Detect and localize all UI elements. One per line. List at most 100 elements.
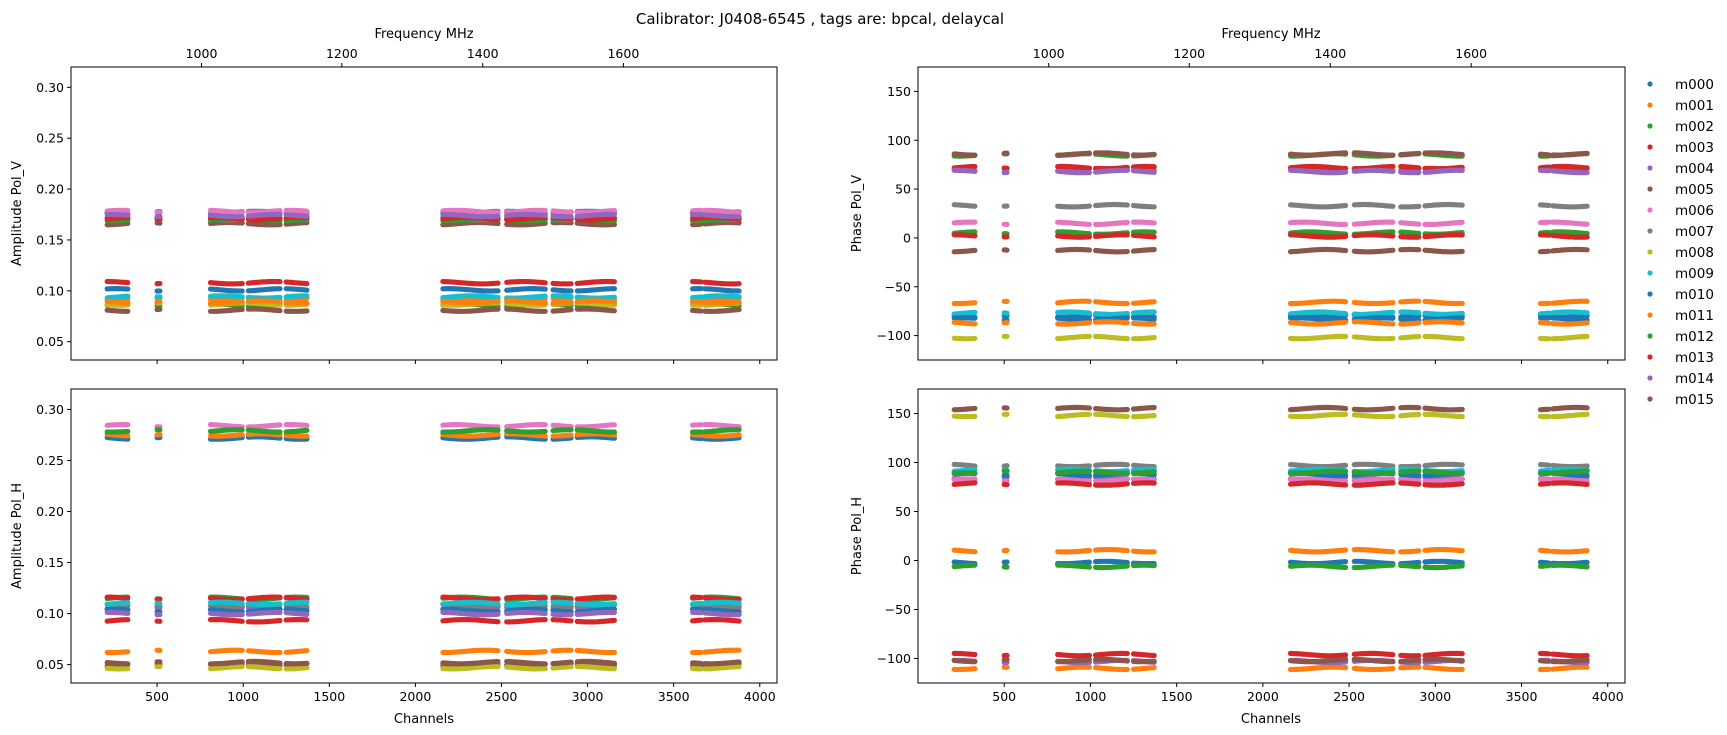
data-point bbox=[736, 288, 742, 294]
series-m001 bbox=[104, 295, 742, 303]
data-point bbox=[277, 308, 283, 314]
data-point bbox=[1124, 300, 1130, 307]
series-m013 bbox=[104, 214, 742, 223]
data-point bbox=[1151, 246, 1157, 253]
data-point bbox=[277, 299, 283, 305]
data-point bbox=[1390, 233, 1396, 239]
data-point bbox=[1343, 233, 1349, 239]
series-m011 bbox=[104, 298, 742, 306]
data-point bbox=[568, 307, 574, 313]
data-point bbox=[1584, 234, 1590, 240]
data-point bbox=[611, 211, 618, 218]
data-point bbox=[304, 287, 310, 293]
y-tick-label: 0.20 bbox=[36, 182, 64, 197]
data-point bbox=[611, 308, 618, 314]
data-point bbox=[239, 288, 245, 294]
data-point bbox=[542, 212, 548, 218]
series-m002 bbox=[951, 229, 1590, 237]
series-m003 bbox=[951, 232, 1590, 240]
data-point bbox=[495, 288, 501, 294]
data-point bbox=[568, 293, 574, 300]
data-point bbox=[495, 280, 501, 286]
series-m001 bbox=[951, 298, 1590, 307]
data-point bbox=[239, 299, 245, 305]
data-point bbox=[239, 280, 245, 287]
data-point bbox=[495, 213, 501, 219]
data-point bbox=[1124, 248, 1130, 255]
data-point bbox=[157, 280, 163, 287]
top-x-tick-label: 1400 bbox=[467, 46, 499, 61]
data-point bbox=[239, 294, 245, 300]
data-point bbox=[239, 213, 245, 220]
data-point bbox=[611, 286, 618, 292]
data-point bbox=[1459, 300, 1465, 307]
data-point bbox=[125, 308, 131, 314]
series-m012 bbox=[104, 215, 742, 224]
figure-title: Calibrator: J0408-6545 , tags are: bpcal… bbox=[636, 10, 1004, 28]
series-m009 bbox=[104, 293, 742, 301]
data-point bbox=[1416, 234, 1422, 240]
data-point bbox=[568, 288, 574, 294]
top-x-tick-label: 1000 bbox=[186, 46, 218, 61]
data-point bbox=[1151, 234, 1157, 240]
data-point bbox=[542, 293, 548, 299]
data-point bbox=[304, 300, 310, 306]
y-tick-label: 0.10 bbox=[36, 283, 64, 298]
series-m000 bbox=[104, 208, 742, 217]
data-point bbox=[277, 286, 283, 292]
data-point bbox=[611, 279, 618, 285]
data-point bbox=[125, 293, 131, 299]
y-axis: 0.050.100.150.200.250.30 bbox=[36, 80, 71, 349]
data-point bbox=[611, 299, 618, 305]
data-point bbox=[736, 281, 742, 287]
data-point bbox=[736, 294, 742, 300]
data-point bbox=[125, 286, 131, 292]
series-m002 bbox=[104, 301, 742, 309]
y-tick-label: 0.05 bbox=[36, 334, 64, 349]
top-x-axis: 1000 1200 1400 1600 bbox=[186, 46, 639, 67]
series-m003 bbox=[104, 278, 742, 287]
series-m014 bbox=[104, 211, 742, 220]
data-point bbox=[1004, 234, 1010, 240]
top-x-tick-label: 1600 bbox=[607, 46, 639, 61]
series-m007 bbox=[104, 214, 742, 223]
data-point bbox=[277, 211, 283, 217]
data-point bbox=[1086, 234, 1092, 240]
y-tick-label: 0.30 bbox=[36, 80, 64, 95]
data-point bbox=[736, 299, 742, 305]
data-point bbox=[1343, 299, 1349, 305]
y-tick-label: 0.15 bbox=[36, 232, 64, 247]
series-m006 bbox=[104, 207, 742, 216]
data-point bbox=[542, 300, 548, 306]
data-point bbox=[736, 214, 742, 220]
series-m005 bbox=[104, 219, 742, 228]
data-point bbox=[304, 308, 310, 314]
data-point bbox=[157, 306, 163, 312]
data-point bbox=[1390, 300, 1396, 306]
data-point bbox=[542, 207, 548, 213]
data-point bbox=[1584, 298, 1590, 304]
data-point bbox=[304, 208, 310, 214]
data-point bbox=[157, 213, 163, 220]
data-point bbox=[736, 306, 742, 313]
series-m005 bbox=[951, 246, 1590, 255]
data-point bbox=[542, 280, 548, 286]
data-point bbox=[304, 293, 310, 299]
data-point bbox=[611, 294, 618, 300]
data-point bbox=[157, 294, 163, 300]
data-point bbox=[125, 300, 131, 306]
data-point bbox=[125, 207, 131, 213]
top-x-axis-label: Frequency MHz bbox=[374, 27, 473, 42]
data-point bbox=[304, 281, 310, 287]
data-point bbox=[972, 247, 978, 253]
series-m008 bbox=[104, 300, 742, 308]
data-point bbox=[495, 306, 501, 312]
data-point bbox=[1416, 298, 1422, 304]
data-point bbox=[1459, 232, 1465, 238]
data-point bbox=[277, 279, 283, 285]
series-m004 bbox=[951, 165, 1590, 174]
data-point bbox=[972, 233, 978, 239]
data-point bbox=[1124, 232, 1130, 238]
bottom-x-ticks bbox=[156, 360, 761, 364]
